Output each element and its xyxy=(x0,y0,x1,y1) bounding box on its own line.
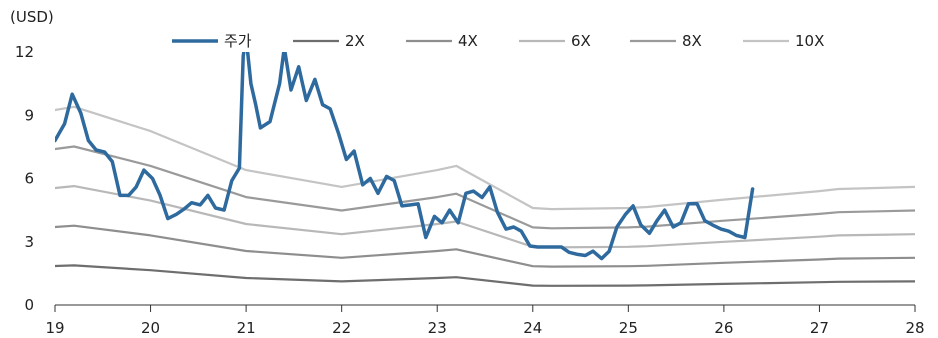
legend-label: 주가 xyxy=(224,32,252,50)
y-axis-unit-label: (USD) xyxy=(10,8,54,26)
x-tick-label: 23 xyxy=(428,319,447,337)
series-line-4x xyxy=(55,224,915,268)
legend-label: 10X xyxy=(795,32,824,50)
legend-label: 4X xyxy=(458,32,478,50)
x-tick-label: 26 xyxy=(714,319,733,337)
legend-label: 6X xyxy=(571,32,591,50)
x-tick-label: 21 xyxy=(237,319,256,337)
series-line-2x xyxy=(55,264,915,287)
y-tick-label: 12 xyxy=(15,43,34,61)
x-tick-label: 28 xyxy=(905,319,924,337)
y-tick-label: 9 xyxy=(24,106,34,124)
x-tick-marks xyxy=(54,305,916,312)
series-line-price xyxy=(55,52,755,261)
y-tick-label: 6 xyxy=(24,170,34,188)
y-tick-labels: 0 3 6 9 12 xyxy=(15,43,34,314)
legend-label: 8X xyxy=(682,32,702,50)
y-tick-label: 0 xyxy=(24,296,34,314)
y-tick-label: 3 xyxy=(24,233,34,251)
x-tick-label: 20 xyxy=(141,319,160,337)
legend-label: 2X xyxy=(345,32,365,50)
x-tick-label: 25 xyxy=(619,319,638,337)
series-line-10x xyxy=(55,105,915,211)
x-tick-label: 22 xyxy=(332,319,351,337)
x-tick-label: 19 xyxy=(45,319,64,337)
plot-area xyxy=(55,52,915,287)
series-line-8x xyxy=(55,145,915,230)
x-tick-label: 27 xyxy=(810,319,829,337)
x-tick-labels: 19 20 21 22 23 24 25 26 27 28 xyxy=(45,319,924,337)
legend: 주가 2X 4X 6X 8X 10X xyxy=(172,32,824,50)
x-tick-label: 24 xyxy=(523,319,542,337)
